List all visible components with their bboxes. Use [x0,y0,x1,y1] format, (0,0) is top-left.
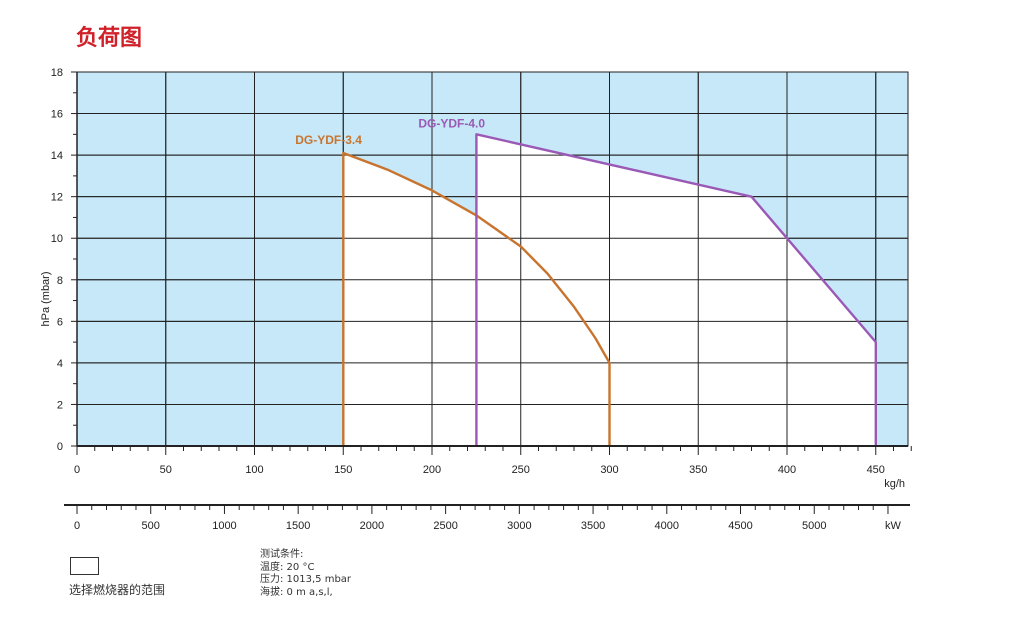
series-line [342,151,611,446]
kw-tick-label: 0 [74,520,80,532]
y-tick-label: 14 [51,150,63,162]
y-axis-ticks: 0 2 4 6 8 10 12 14 16 18 [51,67,77,453]
y-tick-label: 0 [57,441,63,453]
y-tick-label: 12 [51,192,63,204]
series-labels: DG-YDF-3.4 DG-YDF-4.0 [295,116,485,147]
kw-tick-label: 5000 [802,520,826,532]
kw-tick-label: 4500 [728,520,752,532]
x-tick-label: 100 [245,464,263,476]
kw-tick-label: 3500 [581,520,605,532]
kw-axis-label: kW [885,520,902,532]
test-conditions: 测试条件: 温度: 20 °C 压力: 1013,5 mbar 海拔: 0 m … [260,549,351,599]
y-axis-label: hPa (mbar) [40,271,52,326]
y-tick-label: 4 [57,358,63,370]
kw-tick-label: 2500 [433,520,457,532]
y-tick-label: 6 [57,316,63,328]
x-tick-label: 50 [160,464,172,476]
kw-axis: 0 500 1000 1500 2000 2500 3000 3500 4000 4500 5000 [64,504,910,532]
y-tick-label: 16 [51,109,63,121]
series-lines [77,71,908,446]
x-tick-label: 350 [689,464,707,476]
x-axis-label: kg/h [884,478,905,490]
y-tick-label: 2 [57,399,63,411]
page-title: 负荷图 [76,26,143,51]
x-tick-label: 200 [423,464,441,476]
test-conditions-temperature: 温度: 20 °C [260,561,315,573]
kw-tick-label: 1500 [286,520,310,532]
y-tick-label: 18 [51,67,63,79]
x-tick-label: 300 [600,464,618,476]
test-conditions-altitude: 海拔: 0 m a,s,l, [260,586,333,598]
test-conditions-heading: 测试条件: [260,549,304,560]
x-tick-label: 0 [74,464,80,476]
legend-label: 选择燃烧器的范围 [69,583,166,597]
kw-tick-label: 2000 [360,520,384,532]
y-tick-label: 10 [51,233,63,245]
x-tick-label: 150 [334,464,352,476]
test-conditions-pressure: 压力: 1013,5 mbar [260,574,352,585]
kw-tick-label: 4000 [655,520,679,532]
kw-tick-label: 1000 [212,520,236,532]
series-name-label: DG-YDF-4.0 [418,116,485,130]
x-tick-label: 450 [867,464,885,476]
legend-swatch [70,557,99,575]
kw-tick-label: 3000 [507,520,531,532]
series-name-label: DG-YDF-3.4 [295,133,362,147]
series-line [475,133,877,446]
x-axis-ticks: 0 50 100 150 200 250 300 350 400 450 [74,446,912,476]
series-area [476,134,876,447]
y-tick-label: 8 [57,275,63,287]
kw-tick-label: 500 [142,520,160,532]
x-tick-label: 250 [512,464,530,476]
x-tick-label: 400 [778,464,796,476]
